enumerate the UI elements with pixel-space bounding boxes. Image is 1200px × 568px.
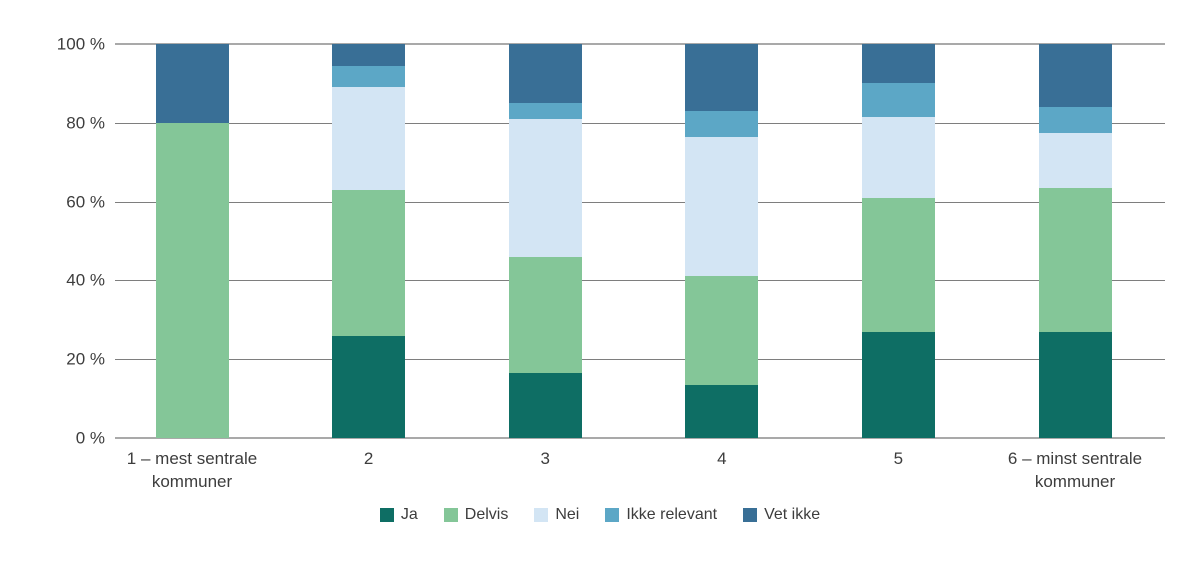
legend-item-ikke-relevant: Ikke relevant [605, 506, 717, 524]
gridline [115, 437, 1165, 439]
legend-item-ja: Ja [379, 506, 418, 524]
y-axis-tick-label: 60 % [66, 192, 105, 212]
bar-segment-ja [1038, 331, 1112, 438]
legend-swatch-icon [379, 508, 394, 522]
bar-segment-ikke-relevant [332, 65, 406, 88]
bar-segment-nei [861, 116, 935, 198]
gridline [115, 280, 1165, 282]
bar-segment-vet-ikke [508, 44, 582, 104]
bar-segment-nei [508, 118, 582, 257]
legend-label: Ja [400, 506, 418, 523]
plot-area: 100 % 80 % 60 % 40 % 20 % 0 % [57, 36, 1165, 447]
x-axis-category-label: 5 [893, 449, 904, 468]
bar-segment-vet-ikke [1038, 44, 1112, 108]
bar-group-6 [1038, 44, 1112, 438]
x-axis-category-label: 2 [363, 449, 374, 468]
bar-segment-nei [332, 87, 406, 190]
x-axis-category-label: 1 – mest sentrale kommuner [126, 449, 258, 491]
legend-item-nei: Nei [534, 506, 579, 524]
bar-segment-ja [332, 335, 406, 438]
y-axis-tick-label: 20 % [66, 349, 105, 369]
gridline [115, 359, 1165, 361]
bar-segment-nei [1038, 132, 1112, 188]
legend-label: Delvis [464, 506, 509, 523]
bar-segment-vet-ikke [861, 44, 935, 84]
bar-segment-delvis [861, 197, 935, 332]
legend-label: Nei [555, 506, 580, 523]
bar-group-3 [508, 44, 582, 438]
bar-segment-delvis [155, 122, 229, 438]
y-axis-tick-label: 80 % [66, 113, 105, 133]
bar-segment-nei [685, 136, 759, 277]
y-axis-tick-label: 100 % [56, 34, 105, 54]
bar-segment-delvis [685, 276, 759, 385]
bar-segment-ikke-relevant [861, 83, 935, 117]
bar-group-4 [685, 44, 759, 438]
bar-segment-delvis [332, 189, 406, 336]
legend-swatch-icon [534, 508, 549, 522]
bar-segment-vet-ikke [332, 44, 406, 66]
bar-segment-ikke-relevant [685, 110, 759, 137]
legend-item-vet-ikke: Vet ikke [743, 506, 820, 524]
x-axis-category-label: 6 – minst sentrale kommuner [1007, 449, 1143, 491]
legend-label: Vet ikke [764, 506, 821, 523]
bar-group-2 [332, 44, 406, 438]
bar-segment-delvis [508, 256, 582, 373]
legend-swatch-icon [743, 508, 758, 522]
x-axis-category-label: 3 [540, 449, 550, 468]
bar-segment-ja [685, 384, 759, 438]
bar-segment-ikke-relevant [508, 103, 582, 119]
chart-legend: Ja Delvis Nei Ikke relevant Vet ikke [0, 506, 1200, 524]
legend-swatch-icon [605, 508, 620, 522]
legend-item-delvis: Delvis [443, 506, 509, 524]
y-axis-tick-label: 0 % [75, 428, 105, 448]
gridline [115, 122, 1165, 124]
bar-group-1 [155, 44, 229, 438]
bar-group-5 [861, 44, 935, 438]
bar-segment-vet-ikke [155, 44, 229, 123]
bar-segment-delvis [1038, 187, 1112, 332]
bar-segment-ikke-relevant [1038, 107, 1112, 133]
gridline [115, 201, 1165, 203]
bar-segment-vet-ikke [685, 44, 759, 111]
x-axis-category-label: 4 [717, 449, 727, 468]
y-axis-tick-label: 40 % [66, 270, 105, 290]
bar-segment-ja [861, 331, 935, 438]
bar-segment-ja [508, 373, 582, 438]
gridline [115, 43, 1165, 45]
legend-swatch-icon [443, 508, 458, 522]
legend-label: Ikke relevant [626, 506, 718, 523]
